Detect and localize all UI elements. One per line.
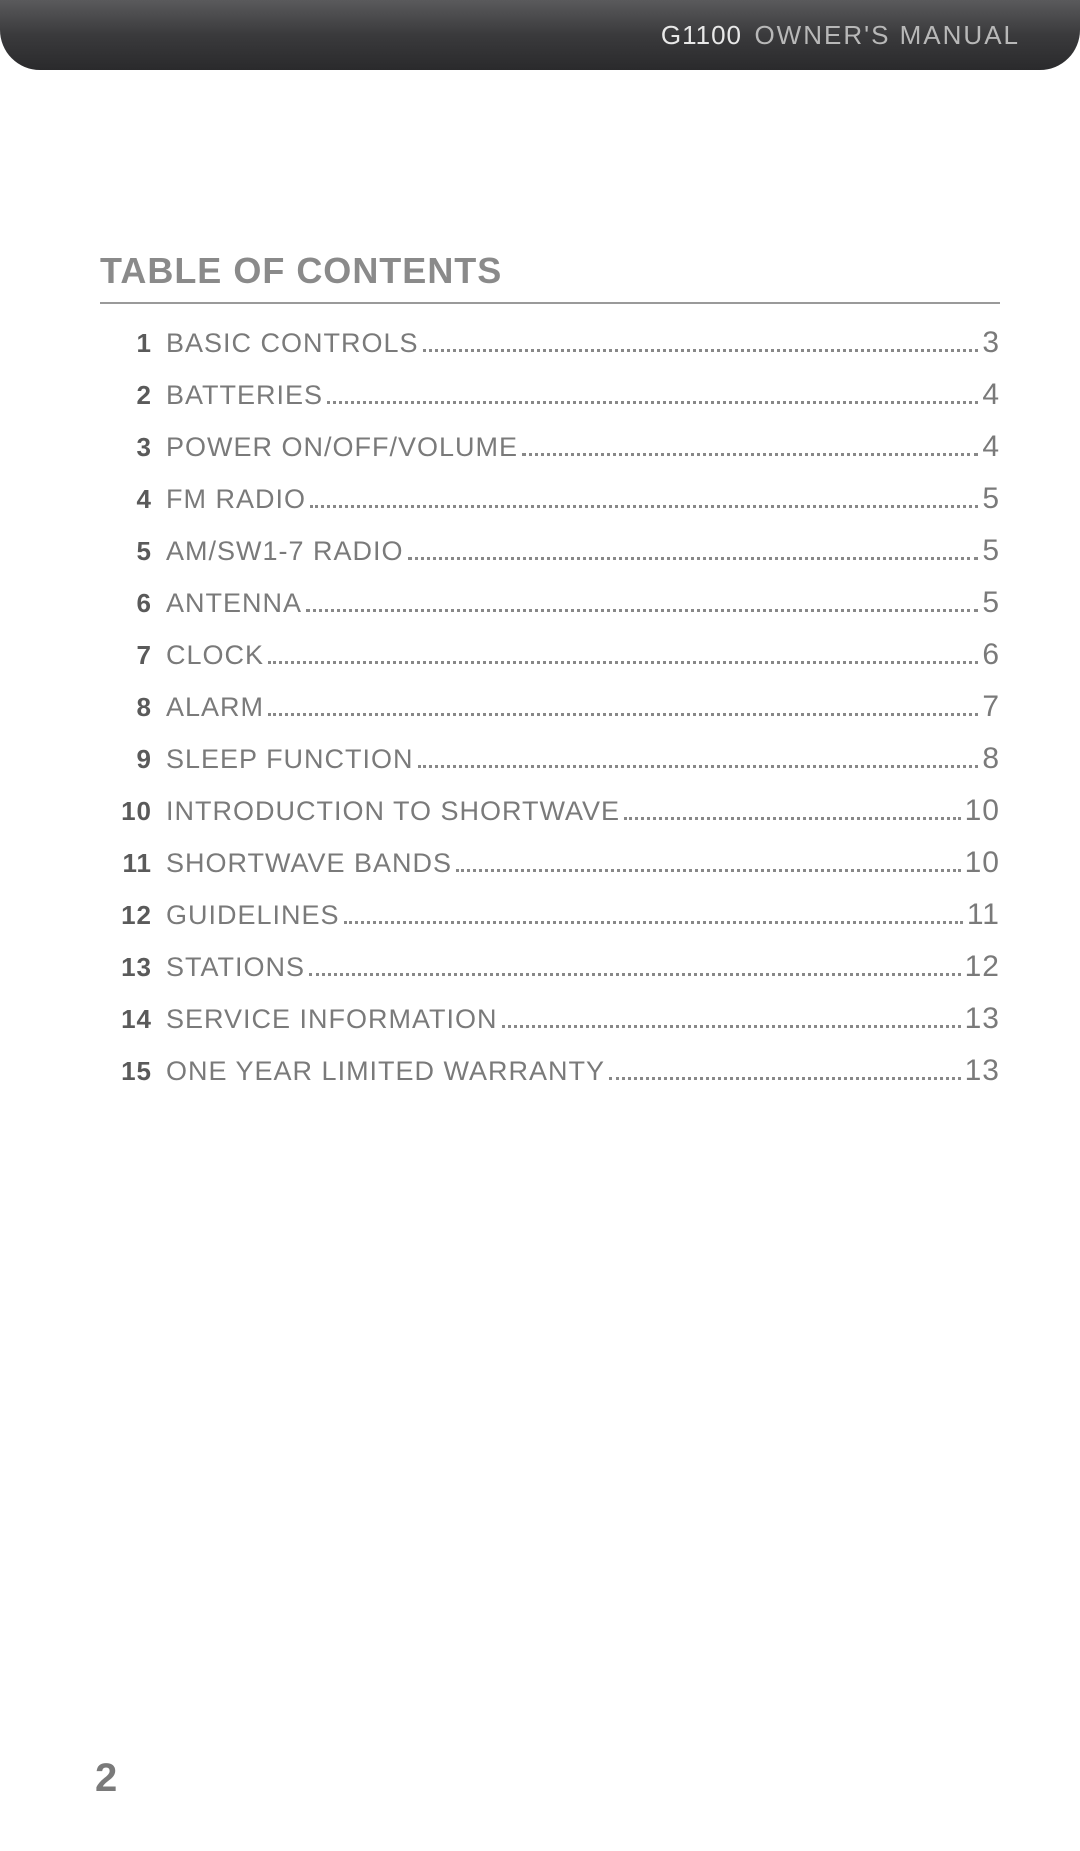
toc-number: 4 xyxy=(100,486,152,512)
toc-page: 12 xyxy=(965,952,1000,982)
toc-page: 13 xyxy=(965,1004,1000,1034)
toc-row: 13 STATIONS 12 xyxy=(100,952,1000,982)
toc-dot-leader xyxy=(624,798,961,820)
header-text: G1100 OWNER'S MANUAL xyxy=(661,20,1020,51)
toc-dot-leader xyxy=(418,746,979,768)
toc-row: 15 ONE YEAR LIMITED WARRANTY 13 xyxy=(100,1056,1000,1086)
toc-number: 10 xyxy=(100,798,152,824)
toc-label: FM RADIO xyxy=(166,486,306,513)
toc-dot-leader xyxy=(502,1006,961,1028)
toc-row: 10 INTRODUCTION TO SHORTWAVE 10 xyxy=(100,796,1000,826)
toc-row: 8 ALARM 7 xyxy=(100,692,1000,722)
toc-number: 11 xyxy=(100,850,152,876)
toc-number: 7 xyxy=(100,642,152,668)
header-subtitle: OWNER'S MANUAL xyxy=(754,20,1020,50)
toc-row: 1 BASIC CONTROLS 3 xyxy=(100,328,1000,358)
toc-row: 5 AM/SW1-7 RADIO 5 xyxy=(100,536,1000,566)
toc-page: 5 xyxy=(982,588,1000,618)
toc-page: 6 xyxy=(982,640,1000,670)
toc-dot-leader xyxy=(268,694,978,716)
toc-page: 3 xyxy=(982,328,1000,358)
toc-row: 14 SERVICE INFORMATION 13 xyxy=(100,1004,1000,1034)
toc-label: ANTENNA xyxy=(166,590,302,617)
toc-row: 12 GUIDELINES 11 xyxy=(100,900,1000,930)
toc-number: 5 xyxy=(100,538,152,564)
toc-dot-leader xyxy=(306,590,978,612)
toc-label: BASIC CONTROLS xyxy=(166,330,419,357)
toc-page: 4 xyxy=(982,432,1000,462)
header-model: G1100 xyxy=(661,20,742,50)
toc-list: 1 BASIC CONTROLS 3 2 BATTERIES 4 3 POWER ON/OFF… xyxy=(100,328,1000,1086)
toc-number: 3 xyxy=(100,434,152,460)
toc-number: 6 xyxy=(100,590,152,616)
toc-label: POWER ON/OFF/VOLUME xyxy=(166,434,518,461)
toc-dot-leader xyxy=(344,902,963,924)
toc-label: CLOCK xyxy=(166,642,264,669)
toc-row: 9 SLEEP FUNCTION 8 xyxy=(100,744,1000,774)
toc-number: 14 xyxy=(100,1006,152,1032)
toc-page: 11 xyxy=(967,900,1000,930)
page-number: 2 xyxy=(95,1756,117,1801)
toc-label: GUIDELINES xyxy=(166,902,340,929)
toc-label: SERVICE INFORMATION xyxy=(166,1006,498,1033)
toc-number: 13 xyxy=(100,954,152,980)
toc-label: INTRODUCTION TO SHORTWAVE xyxy=(166,798,620,825)
toc-number: 9 xyxy=(100,746,152,772)
toc-label: SHORTWAVE BANDS xyxy=(166,850,452,877)
toc-page: 5 xyxy=(982,484,1000,514)
content-area: TABLE OF CONTENTS 1 BASIC CONTROLS 3 2 BATTE… xyxy=(0,70,1080,1086)
toc-number: 1 xyxy=(100,330,152,356)
toc-number: 2 xyxy=(100,382,152,408)
toc-dot-leader xyxy=(310,486,978,508)
toc-dot-leader xyxy=(423,330,979,352)
toc-label: AM/SW1-7 RADIO xyxy=(166,538,404,565)
toc-page: 13 xyxy=(965,1056,1000,1086)
title-rule xyxy=(100,302,1000,304)
toc-page: 8 xyxy=(982,744,1000,774)
toc-dot-leader xyxy=(309,954,961,976)
toc-row: 11 SHORTWAVE BANDS 10 xyxy=(100,848,1000,878)
toc-number: 8 xyxy=(100,694,152,720)
toc-dot-leader xyxy=(408,538,979,560)
toc-row: 6 ANTENNA 5 xyxy=(100,588,1000,618)
toc-row: 3 POWER ON/OFF/VOLUME 4 xyxy=(100,432,1000,462)
toc-dot-leader xyxy=(522,434,978,456)
header-banner: G1100 OWNER'S MANUAL xyxy=(0,0,1080,70)
toc-dot-leader xyxy=(609,1058,961,1080)
toc-dot-leader xyxy=(327,382,978,404)
toc-row: 2 BATTERIES 4 xyxy=(100,380,1000,410)
toc-page: 10 xyxy=(965,848,1000,878)
toc-number: 12 xyxy=(100,902,152,928)
section-title: TABLE OF CONTENTS xyxy=(100,250,1000,292)
toc-page: 10 xyxy=(965,796,1000,826)
toc-row: 7 CLOCK 6 xyxy=(100,640,1000,670)
toc-dot-leader xyxy=(268,642,978,664)
toc-number: 15 xyxy=(100,1058,152,1084)
toc-dot-leader xyxy=(456,850,961,872)
toc-row: 4 FM RADIO 5 xyxy=(100,484,1000,514)
toc-page: 4 xyxy=(982,380,1000,410)
toc-label: BATTERIES xyxy=(166,382,323,409)
toc-label: ALARM xyxy=(166,694,264,721)
toc-page: 7 xyxy=(982,692,1000,722)
toc-page: 5 xyxy=(982,536,1000,566)
toc-label: STATIONS xyxy=(166,954,305,981)
toc-label: ONE YEAR LIMITED WARRANTY xyxy=(166,1058,605,1085)
toc-label: SLEEP FUNCTION xyxy=(166,746,414,773)
